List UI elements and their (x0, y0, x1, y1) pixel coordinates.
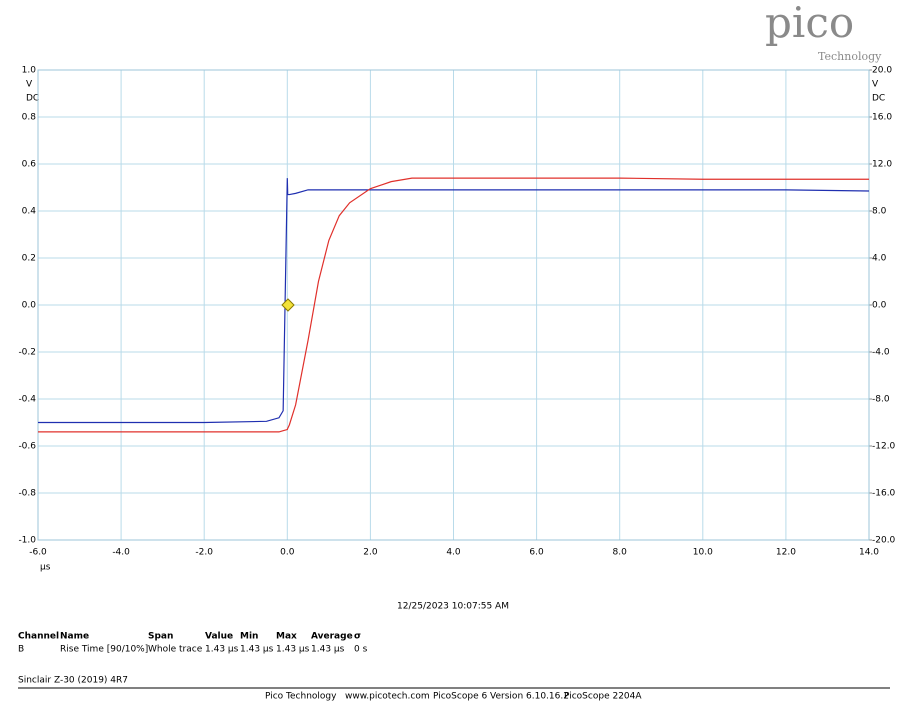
table-cell: Whole trace (148, 645, 203, 655)
table-cell: 1.43 µs (205, 645, 239, 655)
note: Sinclair Z-30 (2019) 4R7 (18, 676, 128, 686)
table-header: Max (276, 632, 297, 642)
table-header: Average (311, 632, 353, 642)
y-tick-label: 0.8 (22, 113, 37, 123)
x-tick-label: 12.0 (776, 548, 796, 558)
table-cell: 0 s (354, 645, 368, 655)
y2-tick-label: -4.0 (872, 348, 890, 358)
x-tick-label: 6.0 (529, 548, 544, 558)
x-tick-label: -6.0 (29, 548, 47, 558)
y2-unit: V (872, 80, 879, 90)
table-header: Channel (18, 632, 59, 642)
y2-tick-label: -12.0 (872, 442, 896, 452)
y-tick-label: 0.4 (22, 207, 37, 217)
x-tick-label: 2.0 (363, 548, 378, 558)
y-tick-label: 0.0 (22, 301, 37, 311)
y2-tick-label: -20.0 (872, 536, 896, 546)
y2-tick-label: -16.0 (872, 489, 896, 499)
y-tick-label: -0.8 (18, 489, 36, 499)
footer-text: Pico Technology (265, 692, 337, 702)
table-header: Value (205, 632, 233, 642)
plot-border (37, 69, 870, 541)
y2-tick-label: 12.0 (872, 160, 892, 170)
y-tick-label: -1.0 (18, 536, 36, 546)
y-tick-label: -0.6 (18, 442, 36, 452)
y-coupling: DC (26, 94, 39, 104)
timestamp: 12/25/2023 10:07:55 AM (397, 602, 509, 612)
y2-tick-label: 8.0 (872, 207, 887, 217)
trace (38, 178, 870, 424)
footer-text: PicoScope 2204A (564, 692, 642, 702)
x-tick-label: 10.0 (693, 548, 713, 558)
x-tick-label: 4.0 (446, 548, 461, 558)
table-cell: 1.43 µs (276, 645, 310, 655)
trace (38, 177, 869, 433)
y-tick-label: -0.4 (18, 395, 36, 405)
y2-tick-label: 20.0 (872, 66, 892, 76)
y-tick-label: 0.2 (22, 254, 36, 264)
table-header: Name (60, 632, 89, 642)
y2-tick-label: -8.0 (872, 395, 890, 405)
footer-text: PicoScope 6 Version 6.10.16.2 (433, 692, 569, 702)
table-cell: B (18, 645, 24, 655)
y2-tick-label: 0.0 (872, 301, 887, 311)
y-tick-label: 1.0 (22, 66, 37, 76)
x-tick-label: 0.0 (280, 548, 295, 558)
x-tick-label: 8.0 (613, 548, 628, 558)
x-tick-label: -2.0 (195, 548, 213, 558)
logo-tagline: Technology (818, 50, 882, 63)
x-unit: µs (40, 563, 51, 573)
footer-text: www.picotech.com (345, 692, 430, 702)
trigger-marker (281, 298, 295, 312)
y2-tick-label: 16.0 (872, 113, 892, 123)
x-tick-label: -4.0 (112, 548, 130, 558)
x-tick-label: 14.0 (859, 548, 879, 558)
y2-tick-label: 4.0 (872, 254, 887, 264)
table-cell: Rise Time [90/10%] (60, 645, 148, 655)
y-tick-label: 0.6 (22, 160, 37, 170)
table-cell: 1.43 µs (240, 645, 274, 655)
y-tick-label: -0.2 (18, 348, 36, 358)
logo: pico (765, 0, 854, 47)
table-header: Min (240, 632, 258, 642)
y2-coupling: DC (872, 94, 885, 104)
table-header: σ (354, 632, 361, 642)
table-cell: 1.43 µs (311, 645, 345, 655)
y-unit: V (26, 80, 33, 90)
table-header: Span (148, 632, 173, 642)
